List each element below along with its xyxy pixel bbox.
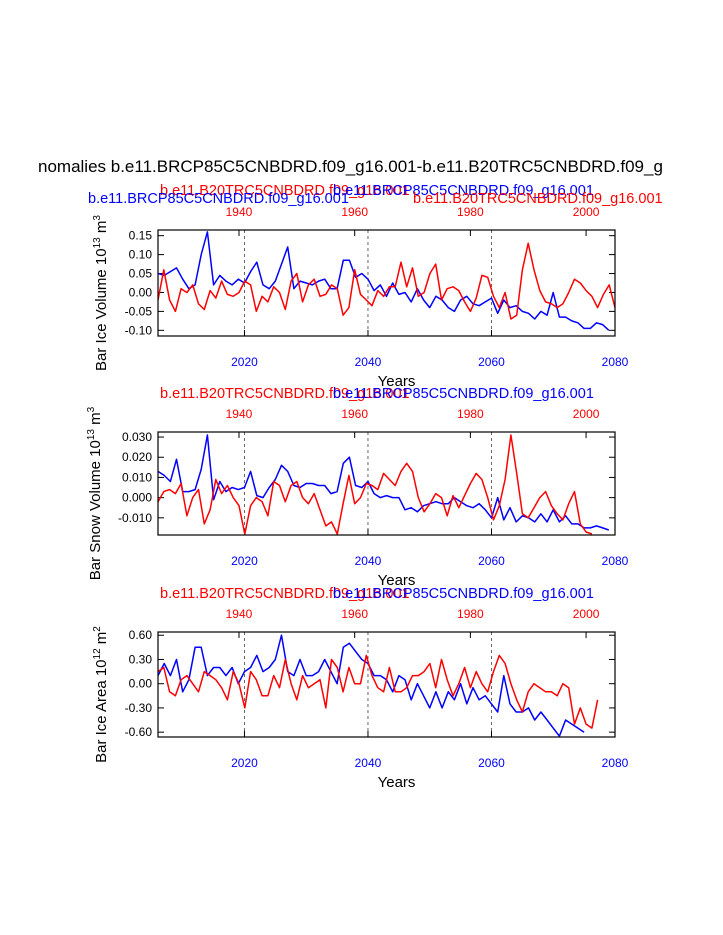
panel3-ytick-label: 0.00 xyxy=(129,677,153,691)
panel2-ylabel-part: 13 xyxy=(86,429,97,441)
panel1-ylabel-part: m xyxy=(93,221,110,238)
panel2-ylabel-part: Bar Snow Volume 10 xyxy=(87,440,104,580)
panel2-ytick-label: 0.020 xyxy=(122,450,152,464)
panel3-blue-title: b.e11.BRCP85C5CNBDRD.f09_g16.001 xyxy=(333,586,594,602)
panel2-ylabel-part: m xyxy=(87,412,104,429)
panel1-xlabel: Years xyxy=(378,373,416,390)
main-title: nomalies b.e11.BRCP85C5CNBDRD.f09_g16.00… xyxy=(38,157,663,176)
panel3-ylabel-part: m xyxy=(93,632,110,649)
panel2-xtick-label-top: 2000 xyxy=(573,407,600,421)
panel2-xtick-label-bottom: 2060 xyxy=(478,554,505,568)
panel1-xtick-label-bottom: 2080 xyxy=(602,355,629,369)
panel2-xtick-label-bottom: 2040 xyxy=(355,554,382,568)
panel2-xlabel: Years xyxy=(378,572,416,589)
panel3-ytick-label: -0.30 xyxy=(125,701,153,715)
panel3-xtick-label-bottom: 2020 xyxy=(231,756,258,770)
panel1-blue-title-left: b.e11.BRCP85C5CNBDRD.f09_g16.001 xyxy=(88,191,349,207)
panel1-ylabel-part: 13 xyxy=(92,237,103,249)
panel3-xtick-label-bottom: 2060 xyxy=(478,756,505,770)
panel1-ytick-label: 0.05 xyxy=(129,267,153,281)
panel2-red-title: b.e11.B20TRC5CNBDRD.f09_g16.001 xyxy=(160,386,410,402)
panel1-xtick-label-top: 1980 xyxy=(457,205,484,219)
panel1-ylabel-part: 3 xyxy=(92,215,103,221)
panel1-xtick-label-top: 2000 xyxy=(573,205,600,219)
panel2-axes-frame xyxy=(157,431,616,536)
panel3-xtick-label-bottom: 2080 xyxy=(602,756,629,770)
panel2-xtick-label-bottom: 2020 xyxy=(231,554,258,568)
panel1-xtick-label-top: 1960 xyxy=(341,205,368,219)
panel1-xtick-label-bottom: 2060 xyxy=(478,355,505,369)
panel3-chart: -0.60 -0.30 0.00 0.30 0.60 2020 2040 2060 2080 19… xyxy=(92,607,629,791)
panel1-red-title-right: b.e11.B20TRC5CNBDRD.f09_g16.001 xyxy=(413,191,663,207)
panel3-red-title: b.e11.B20TRC5CNBDRD.f09_g16.001 xyxy=(160,586,410,602)
panel1-xtick-label-top: 1940 xyxy=(226,205,253,219)
panel2-blue-title: b.e11.BRCP85C5CNBDRD.f09_g16.001 xyxy=(333,386,594,402)
panel1-chart: -0.10 -0.05 0.00 0.05 0.10 0.15 2020 2040 2060 20… xyxy=(92,205,629,390)
panel2-ylabel-part: 3 xyxy=(86,406,97,412)
panel3-ytick-label: 0.60 xyxy=(129,628,153,642)
panel3-xlabel: Years xyxy=(378,774,416,791)
panel1-axes-frame xyxy=(157,229,616,337)
panel3-xtick-label-top: 1980 xyxy=(457,607,484,621)
panel2-ytick-label: -0.010 xyxy=(118,511,152,525)
panel1-blue-title-right: b.e11.BRCP85C5CNBDRD.f09_g16.001 xyxy=(333,183,594,199)
panel3-series-red-line xyxy=(158,654,599,729)
panel2-chart: -0.010 0.000 0.010 0.020 0.030 2020 2040 2060 20… xyxy=(86,406,629,589)
panel2-xtick-label-top: 1940 xyxy=(226,407,253,421)
panel1-ytick-label: -0.05 xyxy=(125,304,153,318)
panel1-red-title: b.e11.B20TRC5CNBDRD.f09_g16.001 xyxy=(160,183,410,199)
panel1-xtick-label-bottom: 2020 xyxy=(231,355,258,369)
panel3-ylabel-part: 12 xyxy=(92,648,103,660)
panel2-xtick-label-top: 1960 xyxy=(341,407,368,421)
panel3-ytick-label: -0.60 xyxy=(125,725,153,739)
panel2-ytick-label: 0.030 xyxy=(122,430,152,444)
panel2-xtick-label-top: 1980 xyxy=(457,407,484,421)
panel2-ytick-label: 0.010 xyxy=(122,470,152,484)
panel3-axes-frame xyxy=(157,631,616,738)
panel2-series-red-line xyxy=(158,434,593,535)
panel1-ytick-label: 0.00 xyxy=(129,285,153,299)
panel2-xtick-label-bottom: 2080 xyxy=(602,554,629,568)
panel1-ylabel: Bar Ice Volume 1013 m3 xyxy=(92,215,110,371)
panel1-ytick-label: -0.10 xyxy=(125,323,153,337)
panel1-xtick-label-bottom: 2040 xyxy=(355,355,382,369)
panel2-series-blue-line xyxy=(158,434,610,531)
panel3-xtick-label-bottom: 2040 xyxy=(355,756,382,770)
panel1-series-red-line xyxy=(158,242,615,320)
panel3-xtick-label-top: 2000 xyxy=(573,607,600,621)
panel3-ylabel: Bar Ice Area 1012 m2 xyxy=(92,626,110,763)
panel2-ylabel: Bar Snow Volume 1013 m3 xyxy=(86,406,104,580)
panel1-ytick-label: 0.15 xyxy=(129,229,153,243)
panel3-xtick-label-top: 1940 xyxy=(226,607,253,621)
panel3-ylabel-part: Bar Ice Area 10 xyxy=(93,659,110,762)
panel3-ytick-label: 0.30 xyxy=(129,652,153,666)
panel1-series-blue-line xyxy=(158,231,610,331)
panel3-ylabel-part: 2 xyxy=(92,626,103,632)
panel3-xtick-label-top: 1960 xyxy=(341,607,368,621)
panel2-ytick-label: 0.000 xyxy=(122,491,152,505)
panel1-ytick-label: 0.10 xyxy=(129,248,153,262)
panel1-ylabel-part: Bar Ice Volume 10 xyxy=(93,248,110,371)
